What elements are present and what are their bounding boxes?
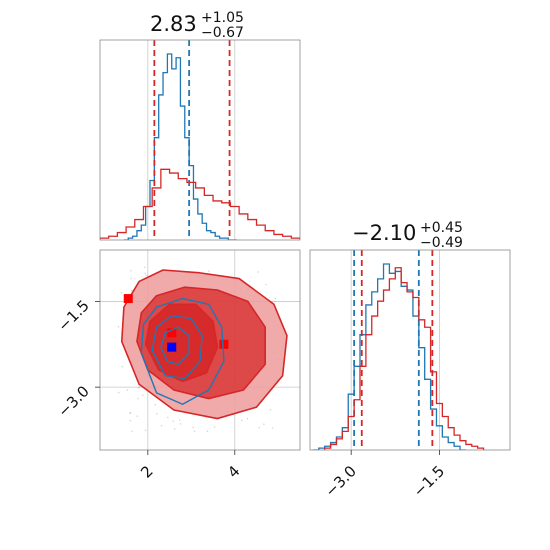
y-tick-label-joint-1: −3.0 [54, 382, 92, 420]
x-tick-label-param-1-0: −3.0 [322, 462, 360, 500]
scatter-sample-point [167, 416, 169, 419]
scatter-sample-point [271, 427, 274, 429]
panel-frame-param-0 [99, 39, 301, 241]
x-tick-label-param-1-1: −1.5 [410, 462, 448, 500]
contour-level-blue-2 [160, 326, 190, 365]
scatter-sample-point [258, 426, 261, 429]
scatter-sample-point [145, 274, 148, 277]
scatter-sample-point [160, 424, 163, 427]
marginal-histogram-param-1: −2.10 +0.45 −0.49 −3.0 −1.5 [309, 220, 511, 501]
axis-ticks-param-1: −3.0 −1.5 [322, 450, 448, 501]
scatter-sample-point [144, 272, 147, 275]
scatter-sample-point [172, 420, 174, 423]
scatter-sample-point [120, 291, 123, 294]
scatter-sample-point [130, 289, 133, 292]
scatter-sample-point [263, 423, 265, 426]
scatter-sample-point [213, 426, 216, 428]
scatter-sample-point [136, 415, 139, 417]
scatter-sample-point [129, 412, 131, 414]
scatter-sample-point [141, 394, 144, 397]
scatter-sample-point [117, 391, 120, 394]
mode-marker-red-1 [167, 328, 177, 338]
grid-param-1 [350, 250, 440, 450]
scatter-sample-point [156, 412, 158, 415]
scatter-sample-point [257, 271, 259, 273]
scatter-sample-point [130, 277, 132, 280]
histogram-step-red-p1 [324, 267, 485, 450]
y-tick-label-joint-0: −1.5 [54, 297, 92, 335]
scatter-sample-point [179, 419, 181, 421]
scatter-sample-point [143, 266, 146, 269]
scatter-sample-point [265, 283, 267, 286]
scatter-sample-point [154, 403, 157, 406]
scatter-sample-point [206, 430, 209, 432]
contour-layer [117, 266, 288, 433]
contour-level-blue-1 [151, 315, 203, 380]
scatter-sample-point [208, 270, 210, 272]
scatter-sample-point [126, 389, 129, 391]
panel-frame-joint [99, 249, 301, 451]
mode-marker-red-0 [123, 294, 133, 304]
scatter-sample-point [121, 365, 124, 368]
scatter-sample-point [137, 387, 140, 389]
histogram-step-red-p0 [100, 168, 300, 240]
title-minus-param-1: −0.49 [420, 235, 463, 251]
title-param-1: −2.10 [352, 221, 416, 245]
scatter-sample-point [137, 397, 139, 400]
title-plus-param-1: +0.45 [420, 220, 463, 236]
contour-level-blue-0 [140, 297, 225, 405]
histogram-step-blue-p0 [123, 53, 237, 240]
histogram-layer-param-0 [100, 40, 300, 240]
mode-marker-blue-0 [167, 342, 177, 352]
panel-frame-param-1 [309, 249, 511, 451]
title-minus-param-0: −0.67 [201, 25, 244, 41]
scatter-sample-point [129, 419, 132, 422]
marginal-histogram-param-0: 2.83 +1.05 −0.67 [99, 10, 301, 241]
scatter-sample-point [241, 419, 243, 422]
scatter-sample-point [179, 423, 182, 425]
title-value-param-1: −2.10 [352, 221, 416, 245]
joint-contour-panel: 2 4 −1.5 −3.0 [54, 249, 301, 482]
scatter-sample-point [138, 386, 141, 388]
title-param-0: 2.83 [150, 12, 197, 36]
scatter-sample-point [144, 429, 147, 432]
scatter-sample-point [131, 430, 133, 433]
scatter-sample-point [269, 408, 272, 411]
histogram-step-blue-p1 [312, 263, 466, 450]
histogram-layer-param-1 [312, 250, 485, 450]
scatter-sample-point [117, 325, 120, 328]
x-tick-label-joint-0: 2 [137, 462, 156, 481]
scatter-sample-point [130, 269, 132, 272]
grid-param-0 [147, 40, 236, 240]
scatter-sample-point [173, 428, 176, 430]
x-tick-label-joint-1: 4 [224, 462, 243, 481]
scatter-sample-point [192, 426, 194, 429]
scatter-sample-point [246, 417, 249, 420]
title-plus-param-0: +1.05 [201, 10, 244, 26]
title-value-param-0: 2.83 [150, 12, 197, 36]
scatter-sample-point [274, 297, 277, 300]
mode-marker-red-2 [219, 339, 229, 349]
scatter-sample-point [193, 430, 196, 433]
